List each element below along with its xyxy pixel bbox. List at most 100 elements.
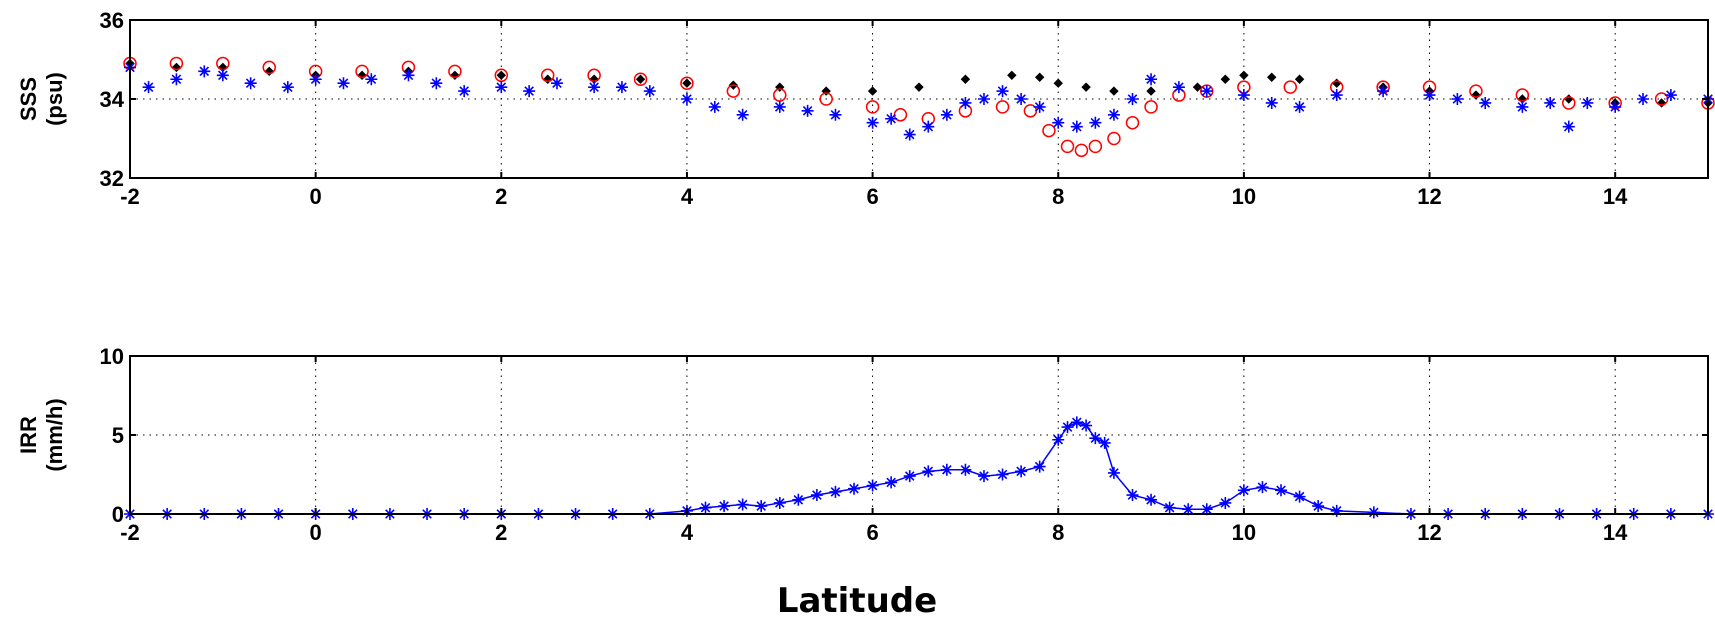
data-point (680, 76, 694, 90)
series-2 (124, 61, 1714, 141)
data-point (801, 104, 814, 117)
data-point (643, 85, 656, 98)
data-point (262, 60, 276, 75)
x-tick-label: 2 (495, 520, 507, 545)
data-point (718, 500, 731, 513)
x-tick-label: 6 (866, 520, 878, 545)
series-1 (123, 56, 1715, 158)
data-point (1081, 82, 1091, 92)
data-point (1469, 84, 1483, 98)
data-point (977, 93, 990, 105)
data-point (1144, 100, 1158, 114)
y-axis-title: (mm/h) (42, 398, 67, 471)
data-point (1581, 96, 1594, 109)
data-point (1192, 82, 1203, 92)
x-tick-label: 12 (1417, 520, 1441, 545)
data-point (1283, 80, 1298, 94)
data-point (1145, 73, 1158, 86)
data-point (450, 70, 460, 81)
data-point (996, 468, 1009, 481)
x-tick-label: 10 (1232, 520, 1256, 545)
data-point (357, 70, 367, 81)
data-point (1377, 85, 1390, 98)
data-point (1042, 123, 1056, 138)
x-tick-label: 14 (1603, 184, 1628, 209)
data-point (866, 116, 879, 129)
data-point (865, 100, 880, 114)
data-point (1172, 81, 1185, 94)
data-point (169, 56, 184, 71)
data-point (1293, 100, 1306, 113)
y-tick-label: 32 (100, 166, 124, 191)
data-point (940, 463, 953, 476)
y-tick-label: 34 (100, 87, 125, 112)
data-point (1163, 501, 1176, 514)
data-point (1015, 93, 1028, 105)
x-tick-label: -2 (120, 520, 140, 545)
data-point (1107, 108, 1120, 121)
data-point (1471, 90, 1481, 100)
data-point (680, 93, 693, 105)
data-point (1088, 139, 1103, 154)
data-point (198, 65, 211, 78)
data-point (914, 82, 924, 92)
data-point (1219, 496, 1232, 509)
data-point (903, 470, 916, 483)
data-point (682, 78, 692, 88)
data-point (1330, 89, 1343, 102)
x-axis-title: Latitude (777, 581, 937, 620)
data-point (1052, 116, 1065, 129)
plot-frame (129, 355, 1709, 515)
data-point (1312, 500, 1325, 513)
data-point (495, 81, 508, 94)
x-tick-label: 4 (681, 184, 694, 209)
data-point (1562, 96, 1576, 110)
data-point (866, 479, 879, 492)
data-point (281, 81, 294, 94)
data-point (1256, 481, 1269, 494)
data-point (1267, 72, 1277, 82)
data-point (1200, 85, 1213, 98)
data-point (216, 69, 229, 82)
data-point (1146, 86, 1156, 96)
data-point (1034, 72, 1045, 82)
data-point (1107, 466, 1120, 479)
data-point (1109, 86, 1119, 96)
data-point (1060, 139, 1075, 154)
data-point (1033, 460, 1046, 473)
y-tick-label: 10 (100, 344, 124, 369)
data-point (1126, 93, 1139, 105)
x-tick-label: 6 (866, 184, 878, 209)
data-point (365, 73, 378, 86)
data-point (810, 489, 823, 502)
data-point (1125, 115, 1140, 130)
data-point (977, 470, 990, 483)
data-point (1089, 116, 1102, 129)
data-point (1562, 120, 1575, 133)
data-point (708, 100, 721, 113)
data-point (829, 485, 842, 498)
data-point (430, 77, 443, 90)
data-point (1367, 506, 1380, 519)
data-point (633, 72, 648, 86)
data-point (1637, 93, 1650, 105)
x-tick-label: 4 (681, 520, 694, 545)
data-point (829, 108, 842, 121)
data-point (1070, 120, 1083, 133)
data-point (922, 120, 935, 133)
data-point (1294, 74, 1305, 84)
x-tick-label: 2 (495, 184, 507, 209)
data-point (1070, 416, 1083, 429)
data-point (995, 100, 1010, 114)
data-point (699, 501, 712, 514)
data-point (736, 108, 749, 121)
series-line (130, 421, 1708, 515)
data-point (402, 69, 415, 82)
data-point (588, 81, 601, 94)
data-point (1423, 89, 1436, 102)
series-0 (124, 416, 1714, 520)
data-point (1293, 490, 1306, 503)
data-point (903, 128, 916, 141)
